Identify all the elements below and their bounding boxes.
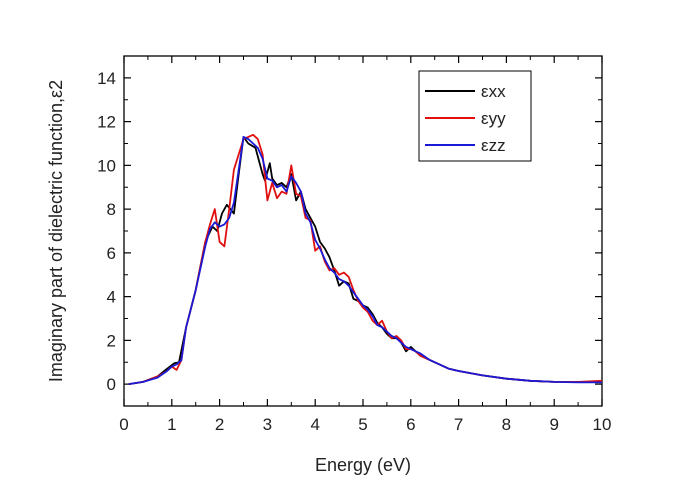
x-tick-label: 3 [263,415,272,434]
y-axis-title: Imaginary part of dielectric function,ε2 [46,80,66,382]
x-tick-label: 6 [406,415,415,434]
x-tick-label: 9 [549,415,558,434]
y-tick-label: 0 [107,375,116,394]
legend-label: εyy [481,109,506,128]
y-tick-label: 8 [107,200,116,219]
series-line-εyy [128,133,603,385]
y-tick-label: 10 [97,156,116,175]
legend-label: εzz [481,136,506,155]
series-lines [128,133,603,385]
legend-box [418,70,532,162]
y-tick-label: 12 [97,113,116,132]
legend: εxx εyy εzz [418,70,532,162]
y-tick-label: 4 [107,288,116,307]
x-tick-label: 8 [502,415,511,434]
y-tick-label: 14 [97,69,116,88]
x-tick-label: 0 [119,415,128,434]
y-tick-label: 6 [107,244,116,263]
series-line-εxx [128,135,602,385]
series-line-εzz [128,135,602,385]
x-tick-label: 4 [310,415,319,434]
x-tick-label: 1 [167,415,176,434]
x-tick-label: 7 [454,415,463,434]
x-tick-label: 5 [358,415,367,434]
x-tick-label: 10 [593,415,612,434]
x-tick-label: 2 [215,415,224,434]
legend-label: εxx [481,82,506,101]
x-axis-title: Energy (eV) [315,455,411,475]
y-tick-label: 2 [107,331,116,350]
